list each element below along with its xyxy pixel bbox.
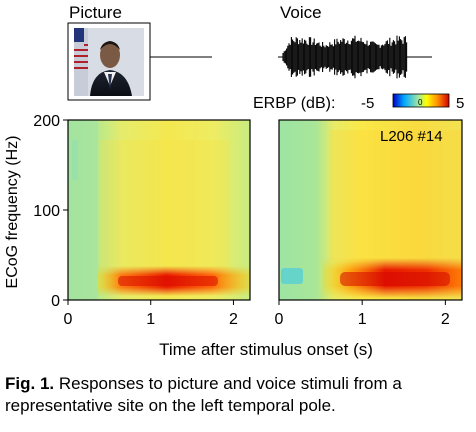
voice-heatmap <box>279 120 462 300</box>
y-tick-label: 0 <box>51 293 60 310</box>
colorbar <box>392 93 450 108</box>
x-axis-label: Time after stimulus onset (s) <box>159 340 373 359</box>
x-tick-label: 1 <box>358 311 367 328</box>
colorbar-min-label: -5 <box>361 95 374 112</box>
colorbar-mid-label: 0 <box>418 98 423 107</box>
colorbar-max-label: 5 <box>456 95 464 112</box>
caption-text: Responses to picture and voice stimuli f… <box>5 374 402 415</box>
figure-caption: Fig. 1. Responses to picture and voice s… <box>5 373 473 417</box>
x-tick-label: 1 <box>146 311 155 328</box>
voice-stimulus-label: Voice <box>280 3 322 22</box>
colorbar-label: ERBP (dB): <box>253 95 335 112</box>
y-axis-ticks: 0 100 200 <box>33 113 68 310</box>
flag-icon <box>74 28 88 96</box>
voice-heatmap-frame <box>278 119 463 301</box>
y-tick-label: 200 <box>33 113 60 130</box>
waveform-trace <box>282 35 408 79</box>
x-tick-label: 2 <box>441 311 450 328</box>
site-annotation: L206 #14 <box>380 128 443 145</box>
voice-waveform <box>282 35 408 79</box>
x-tick-label: 0 <box>275 311 284 328</box>
figure-canvas: Picture Voice ERBP (dB): -5 0 5 <box>4 3 464 359</box>
y-axis-label: ECoG frequency (Hz) <box>4 136 21 289</box>
picture-x-axis-ticks: 0 1 2 <box>64 300 238 328</box>
x-tick-label: 0 <box>64 311 73 328</box>
picture-stimulus-label: Picture <box>69 3 122 22</box>
picture-heatmap <box>68 120 250 300</box>
voice-x-axis-ticks: 0 1 2 <box>275 300 450 328</box>
y-tick-label: 100 <box>33 203 60 220</box>
x-tick-label: 2 <box>229 311 238 328</box>
caption-label: Fig. 1. <box>5 374 55 393</box>
portrait-photo <box>67 22 151 101</box>
